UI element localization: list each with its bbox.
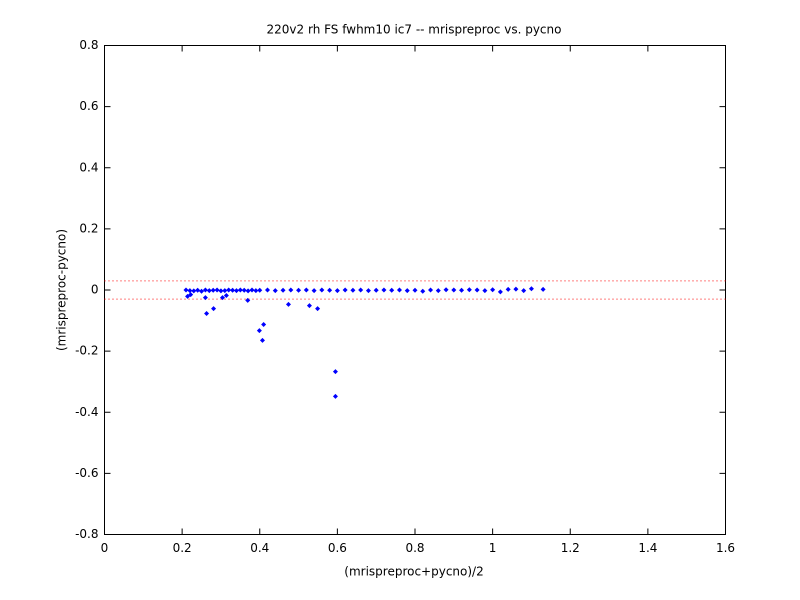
point xyxy=(191,288,197,294)
point xyxy=(528,286,534,292)
point xyxy=(223,293,229,299)
y-tick-label: 0.4 xyxy=(79,160,98,174)
y-axis-label: (mrispreproc-pycno) xyxy=(55,229,69,351)
point xyxy=(280,287,286,293)
point xyxy=(443,287,449,293)
point xyxy=(505,286,511,292)
point xyxy=(342,287,348,293)
x-tick-label: 1.6 xyxy=(716,541,735,555)
point xyxy=(202,287,208,293)
point xyxy=(373,287,379,293)
point xyxy=(490,287,496,293)
point xyxy=(466,287,472,293)
point xyxy=(381,287,387,293)
point xyxy=(435,288,441,294)
x-tick-label: 0.6 xyxy=(328,541,347,555)
point xyxy=(237,287,243,293)
point xyxy=(245,297,251,303)
point xyxy=(358,287,364,293)
point xyxy=(319,287,325,293)
y-tick-label: 0.8 xyxy=(79,38,98,52)
point xyxy=(296,287,302,293)
point xyxy=(315,306,321,312)
point xyxy=(204,311,210,317)
x-tick-label: 0 xyxy=(101,541,109,555)
point xyxy=(256,328,262,334)
point xyxy=(404,288,410,294)
point xyxy=(202,295,208,301)
x-tick-label: 1.2 xyxy=(561,541,580,555)
point xyxy=(350,287,356,293)
point xyxy=(188,292,194,298)
point xyxy=(245,288,251,294)
point xyxy=(214,287,220,293)
point xyxy=(288,287,294,293)
point xyxy=(261,322,267,328)
point xyxy=(332,393,338,399)
x-tick-label: 0.8 xyxy=(405,541,424,555)
point xyxy=(259,337,265,343)
point xyxy=(389,287,395,293)
y-tick-label: 0.2 xyxy=(79,221,98,235)
point xyxy=(306,303,312,309)
point xyxy=(195,287,201,293)
point xyxy=(183,287,189,293)
point xyxy=(226,287,232,293)
point xyxy=(257,287,263,293)
point xyxy=(521,288,527,294)
point xyxy=(210,287,216,293)
point xyxy=(327,287,333,293)
point xyxy=(187,288,193,294)
y-tick-label: 0.6 xyxy=(79,99,98,113)
y-tick-label: -0.6 xyxy=(75,466,98,480)
point xyxy=(253,288,259,294)
y-tick-label: -0.2 xyxy=(75,344,98,358)
y-tick-label: -0.8 xyxy=(75,527,98,541)
point xyxy=(265,287,271,293)
point xyxy=(540,286,546,292)
point xyxy=(199,288,205,294)
point xyxy=(428,287,434,293)
point xyxy=(222,288,228,294)
point xyxy=(272,288,278,294)
point xyxy=(233,288,239,294)
point xyxy=(218,288,224,294)
point xyxy=(412,287,418,293)
point xyxy=(365,288,371,294)
point xyxy=(513,286,519,292)
point xyxy=(396,287,402,293)
point xyxy=(332,369,338,375)
point xyxy=(459,287,465,293)
y-tick-label: -0.4 xyxy=(75,405,98,419)
point xyxy=(311,288,317,294)
point xyxy=(249,287,255,293)
point xyxy=(230,287,236,293)
x-tick-label: 0.4 xyxy=(250,541,269,555)
x-axis-label: (mrispreproc+pycno)/2 xyxy=(344,565,483,579)
point xyxy=(211,306,217,312)
point xyxy=(241,287,247,293)
x-tick-label: 1 xyxy=(489,541,497,555)
point xyxy=(474,287,480,293)
x-tick-label: 0.2 xyxy=(173,541,192,555)
chart-title: 220v2 rh FS fwhm10 ic7 -- mrispreproc vs… xyxy=(267,23,562,37)
point xyxy=(482,288,488,294)
point xyxy=(206,288,212,294)
point xyxy=(285,301,291,307)
x-tick-label: 1.4 xyxy=(638,541,657,555)
point xyxy=(497,289,503,295)
point xyxy=(451,287,457,293)
y-tick-label: 0 xyxy=(91,283,99,297)
point xyxy=(334,288,340,294)
point xyxy=(420,288,426,294)
point xyxy=(303,287,309,293)
point xyxy=(219,295,225,301)
